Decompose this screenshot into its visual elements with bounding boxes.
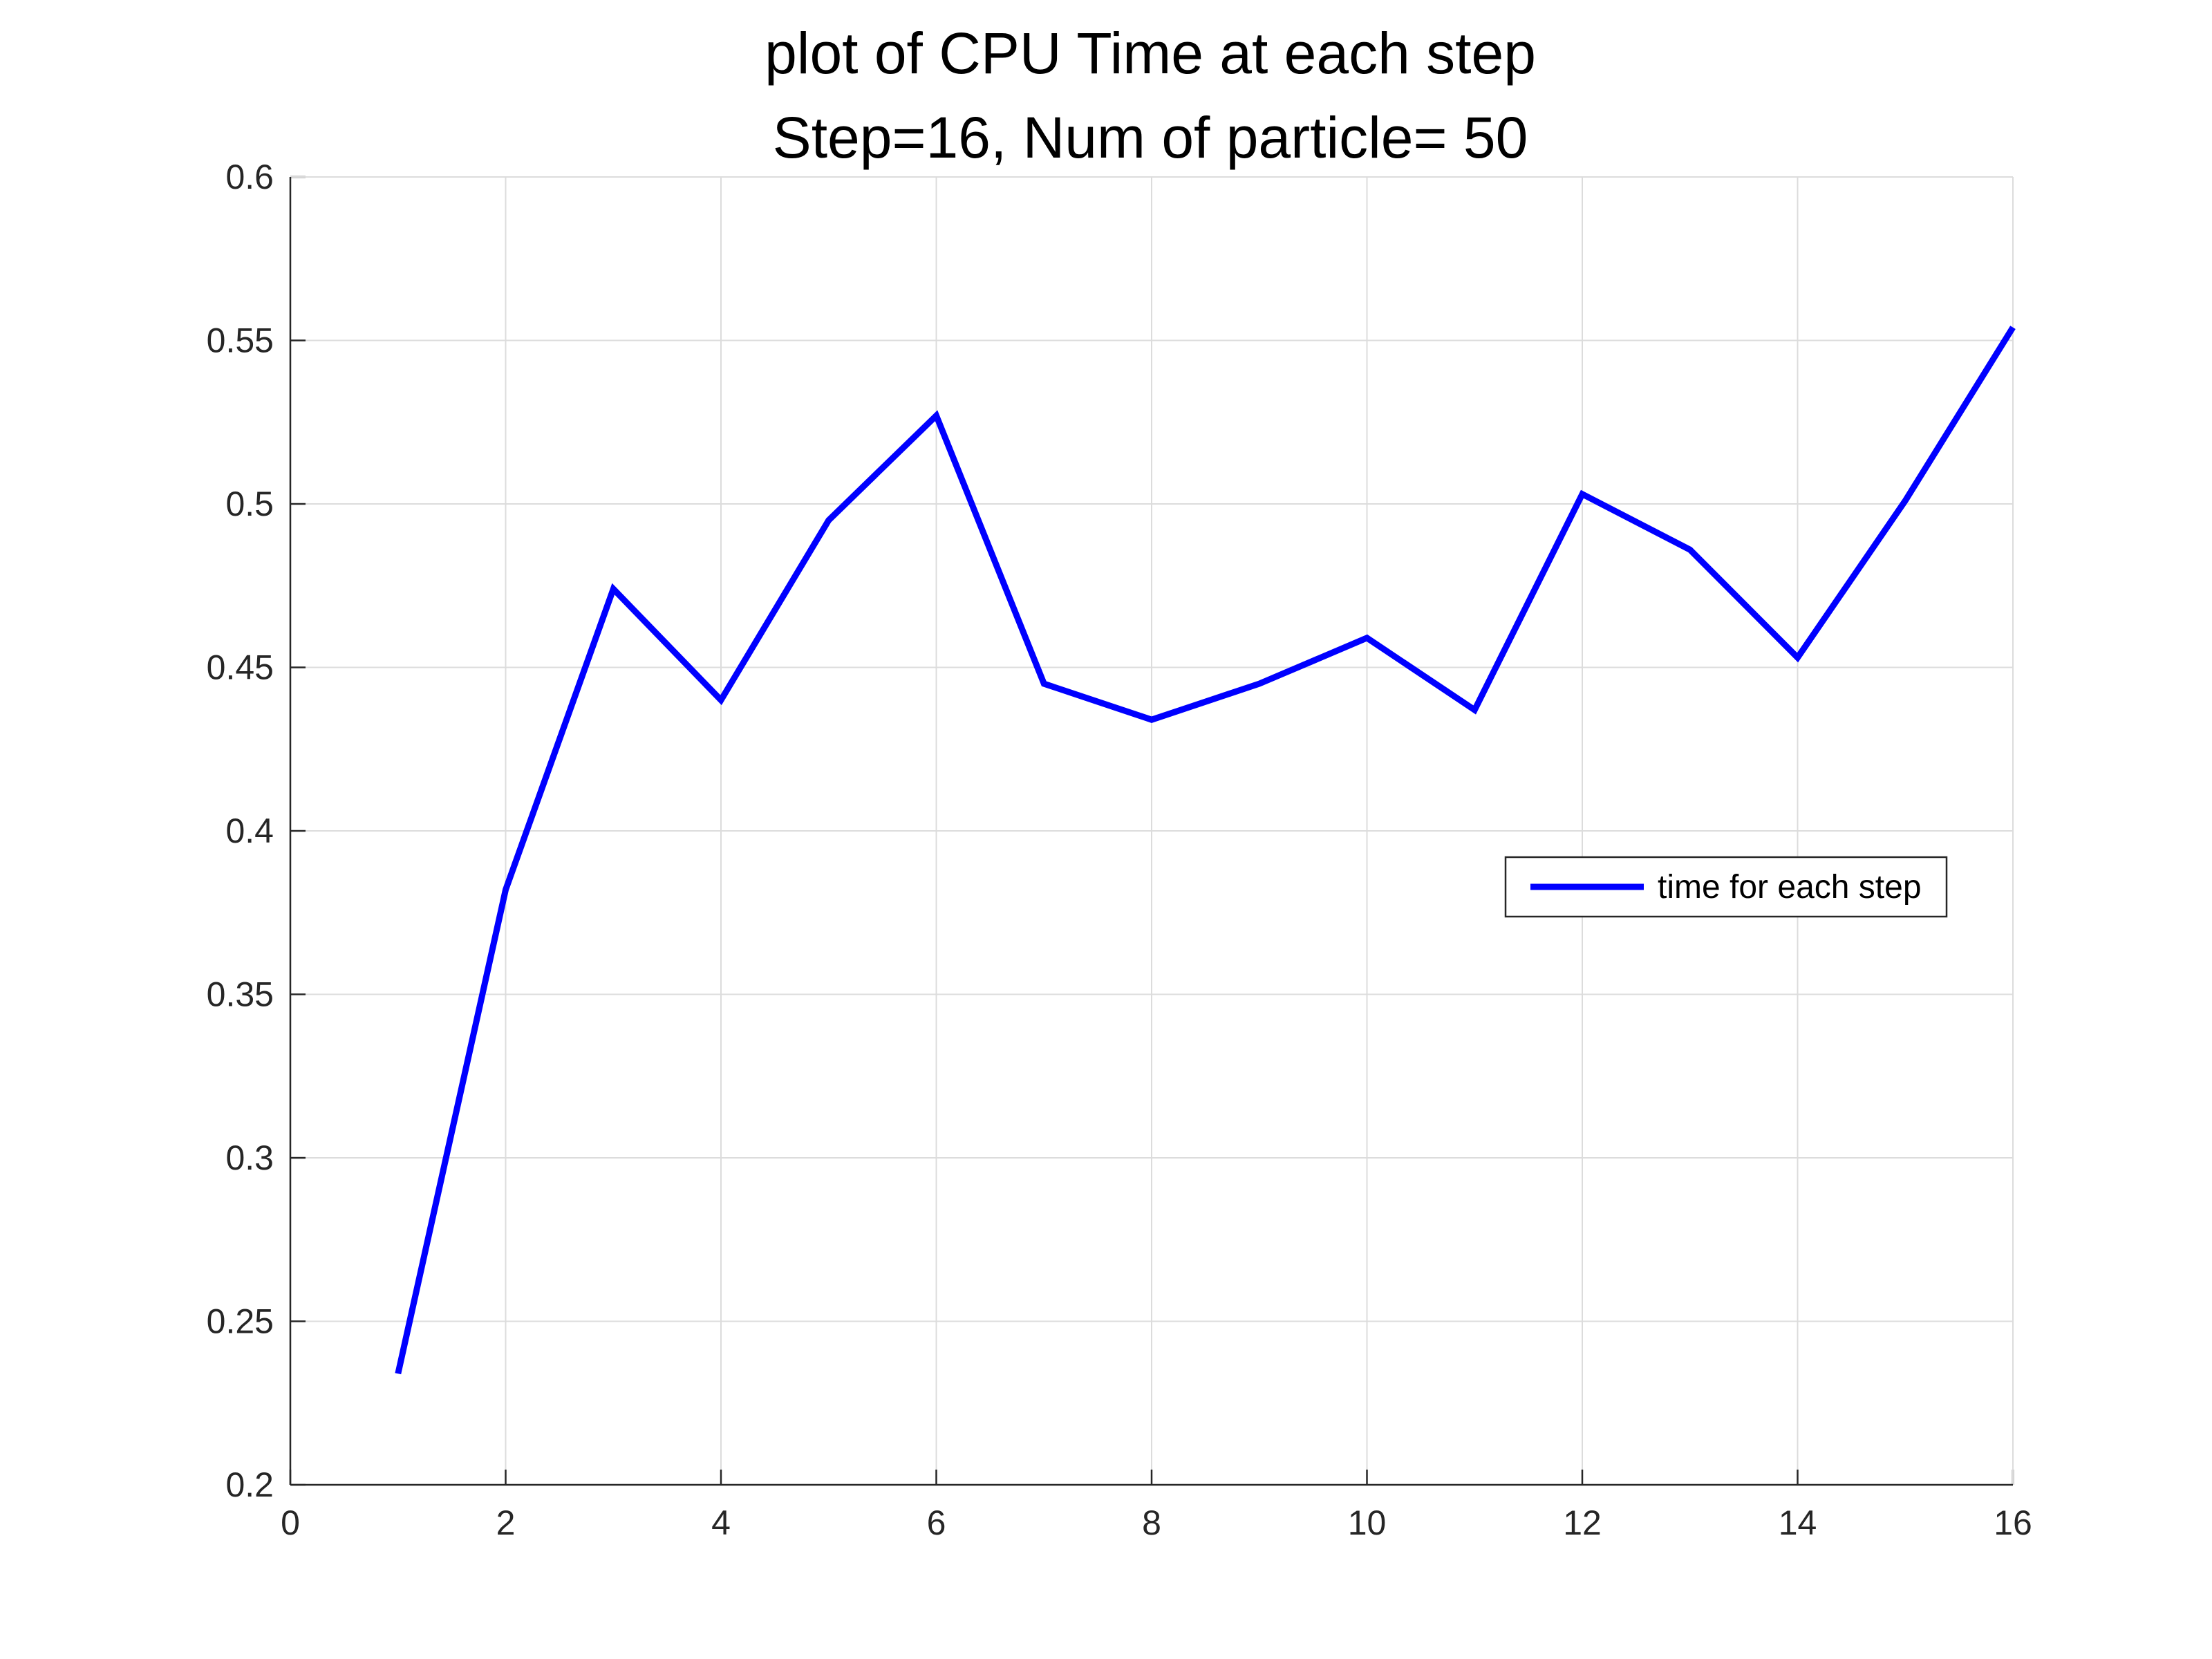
y-tick-label: 0.6 bbox=[225, 158, 274, 196]
x-tick-label: 6 bbox=[927, 1503, 946, 1542]
y-tick-label: 0.2 bbox=[225, 1465, 274, 1504]
y-tick-label: 0.5 bbox=[225, 485, 274, 523]
axes-layer: 0 2 4 6 8 10 12 14 16 0.2 0.25 0.3 0.35 0.4 0.45 0.5 0.5… bbox=[207, 158, 2032, 1542]
series-layer bbox=[395, 326, 2016, 1375]
chart-subtitle: Step=16, Num of particle= 50 bbox=[773, 105, 1528, 170]
x-tick-label: 4 bbox=[711, 1503, 731, 1542]
legend: time for each step bbox=[1504, 856, 1948, 918]
x-tick-label: 0 bbox=[281, 1503, 300, 1542]
x-tick-label: 14 bbox=[1779, 1503, 1817, 1542]
y-tick-label: 0.3 bbox=[225, 1138, 274, 1177]
legend-label: time for each step bbox=[1658, 869, 1922, 906]
x-tick-label: 12 bbox=[1563, 1503, 1602, 1542]
y-tick-label: 0.4 bbox=[225, 812, 274, 850]
y-tick-label: 0.55 bbox=[207, 321, 274, 360]
grid-layer bbox=[290, 177, 2013, 1485]
y-tick-label: 0.45 bbox=[207, 648, 274, 687]
x-tick-label: 2 bbox=[496, 1503, 516, 1542]
x-tick-label: 16 bbox=[1994, 1503, 2032, 1542]
y-tick-label: 0.35 bbox=[207, 975, 274, 1014]
y-tick-label: 0.25 bbox=[207, 1302, 274, 1341]
x-tick-label: 8 bbox=[1142, 1503, 1161, 1542]
chart-title: plot of CPU Time at each step bbox=[765, 21, 1536, 86]
series-line-0 bbox=[395, 326, 2016, 1375]
x-tick-label: 10 bbox=[1348, 1503, 1387, 1542]
